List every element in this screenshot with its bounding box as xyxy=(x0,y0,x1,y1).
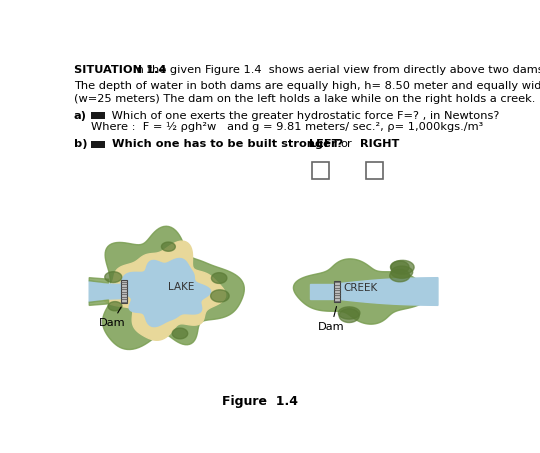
Text: Dam: Dam xyxy=(318,307,345,332)
Text: LAKE: LAKE xyxy=(168,282,194,292)
Text: a): a) xyxy=(73,111,87,120)
Polygon shape xyxy=(103,241,226,340)
Bar xyxy=(312,162,329,179)
Polygon shape xyxy=(293,259,428,324)
Polygon shape xyxy=(337,278,438,305)
Text: SITUATION 1.4: SITUATION 1.4 xyxy=(73,65,166,75)
Text: Which one has to be built stronger?: Which one has to be built stronger? xyxy=(108,139,343,149)
Polygon shape xyxy=(390,261,409,273)
Text: Which of one exerts the greater hydrostatic force F=? , in Newtons?: Which of one exerts the greater hydrosta… xyxy=(108,111,499,120)
Polygon shape xyxy=(89,300,109,305)
Bar xyxy=(366,162,383,179)
Polygon shape xyxy=(105,272,122,283)
Polygon shape xyxy=(310,284,337,299)
Text: (w=25 meters) The dam on the left holds a lake while on the right holds a creek.: (w=25 meters) The dam on the left holds … xyxy=(73,94,535,104)
Bar xyxy=(122,280,127,303)
Polygon shape xyxy=(172,328,188,339)
Polygon shape xyxy=(391,266,413,279)
Text: Dam: Dam xyxy=(98,307,125,328)
Bar xyxy=(91,140,105,148)
Polygon shape xyxy=(339,308,359,323)
Polygon shape xyxy=(103,226,244,350)
Text: Figure  1.4: Figure 1.4 xyxy=(222,395,299,409)
Text: In the given Figure 1.4  shows aerial view from directly above two dams.: In the given Figure 1.4 shows aerial vie… xyxy=(126,65,540,75)
Polygon shape xyxy=(212,273,227,284)
Text: Where :  F = ½ ρgh²w   and g = 9.81 meters/ sec.², ρ= 1,000kgs./m³: Where : F = ½ ρgh²w and g = 9.81 meters/… xyxy=(91,122,483,132)
Text: CREEK: CREEK xyxy=(344,284,378,294)
Text: The depth of water in both dams are equally high, h= 8.50 meter and equally wide: The depth of water in both dams are equa… xyxy=(73,81,540,91)
Polygon shape xyxy=(339,307,360,319)
Bar xyxy=(334,281,340,302)
Polygon shape xyxy=(89,278,109,283)
Polygon shape xyxy=(108,302,122,311)
Polygon shape xyxy=(89,281,124,302)
Text: b): b) xyxy=(73,139,87,149)
Text: RIGHT: RIGHT xyxy=(361,139,400,149)
Bar xyxy=(91,112,105,119)
Polygon shape xyxy=(211,290,229,302)
Text: LEFT: LEFT xyxy=(309,139,340,149)
Polygon shape xyxy=(391,260,414,274)
Text: or: or xyxy=(340,139,352,149)
Polygon shape xyxy=(390,270,410,282)
Polygon shape xyxy=(120,259,211,327)
Polygon shape xyxy=(161,242,176,251)
